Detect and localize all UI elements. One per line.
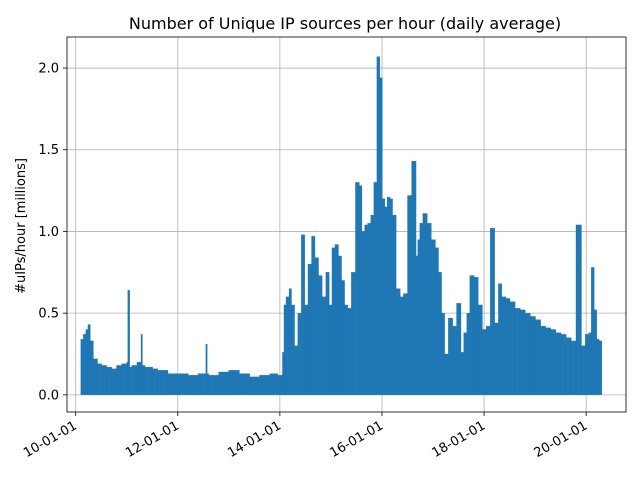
data-bar xyxy=(187,375,199,395)
data-bar xyxy=(550,329,557,395)
data-bar xyxy=(540,326,546,395)
data-bar xyxy=(580,345,586,395)
data-bar xyxy=(314,257,319,395)
y-axis-label: #uIPs/hour [millions] xyxy=(14,158,29,294)
data-bar xyxy=(392,214,397,395)
data-bar xyxy=(106,366,112,395)
data-bar xyxy=(140,334,143,395)
data-bar xyxy=(570,340,577,395)
y-tick-label: 0.5 xyxy=(38,307,59,322)
data-bar xyxy=(407,195,413,395)
data-bar xyxy=(127,290,130,395)
data-bar xyxy=(228,370,240,395)
data-bar xyxy=(575,224,582,395)
data-bar xyxy=(422,213,428,395)
data-bar xyxy=(529,316,536,395)
data-bar xyxy=(304,304,309,395)
data-bar xyxy=(477,304,483,395)
data-bar xyxy=(565,337,572,395)
y-tick-label: 1.0 xyxy=(38,225,59,240)
data-bar xyxy=(411,161,417,395)
data-bar xyxy=(399,296,404,395)
data-bar xyxy=(494,322,499,395)
data-bar xyxy=(157,370,169,395)
y-axis-ticks: 0.0 0.5 1.0 1.5 2.0 xyxy=(38,62,67,403)
data-bar xyxy=(519,309,526,395)
data-bar xyxy=(598,340,603,395)
data-bar xyxy=(277,375,283,395)
data-bar xyxy=(534,319,541,395)
data-bar xyxy=(501,296,507,395)
data-bar xyxy=(321,296,327,395)
data-bar xyxy=(205,344,208,395)
data-bar xyxy=(92,358,98,395)
data-bar xyxy=(218,371,230,395)
data-bar xyxy=(545,327,551,395)
data-bar xyxy=(177,373,189,395)
data-bar xyxy=(444,353,449,395)
data-bar xyxy=(198,373,207,395)
data-bar xyxy=(238,373,250,395)
data-bar xyxy=(473,277,479,395)
data-bar xyxy=(403,293,409,395)
data-bar xyxy=(347,308,352,395)
bars xyxy=(80,56,603,395)
data-bar xyxy=(131,365,138,395)
data-bar xyxy=(452,326,458,395)
data-bar xyxy=(426,223,432,395)
data-bar xyxy=(152,368,158,395)
data-bar xyxy=(355,182,360,395)
y-tick-label: 0.0 xyxy=(38,388,59,403)
data-bar xyxy=(269,373,278,395)
y-tick-label: 1.5 xyxy=(38,143,59,158)
data-bar xyxy=(351,272,356,395)
data-bar xyxy=(509,301,516,395)
data-bar xyxy=(469,275,475,395)
data-bar xyxy=(585,334,590,395)
data-bar xyxy=(249,376,261,395)
data-bar xyxy=(430,239,436,395)
data-bar xyxy=(111,368,118,395)
data-bar xyxy=(121,363,128,395)
data-bar xyxy=(448,317,453,395)
data-bar xyxy=(101,365,107,395)
data-bar xyxy=(524,312,531,395)
plot-frame xyxy=(66,36,627,413)
data-bar xyxy=(116,365,123,395)
data-bar xyxy=(208,375,220,395)
data-bar xyxy=(259,375,271,395)
data-bar xyxy=(485,326,491,395)
chart-title: Number of Unique IP sources per hour (da… xyxy=(129,14,561,33)
data-bar xyxy=(96,363,102,395)
data-bar xyxy=(318,275,323,395)
data-bar xyxy=(560,334,567,395)
data-bar xyxy=(395,288,401,395)
data-bar xyxy=(505,298,511,395)
data-bar xyxy=(294,345,299,395)
data-bar xyxy=(481,329,487,395)
data-bar xyxy=(514,308,521,395)
y-tick-label: 2.0 xyxy=(38,62,59,77)
data-bar xyxy=(136,362,142,395)
data-bar xyxy=(144,366,153,395)
data-bar xyxy=(555,332,562,395)
data-bar xyxy=(456,303,462,395)
data-bar xyxy=(297,312,302,395)
data-bar xyxy=(307,263,313,395)
data-bar xyxy=(167,373,179,395)
data-bar xyxy=(490,228,495,395)
